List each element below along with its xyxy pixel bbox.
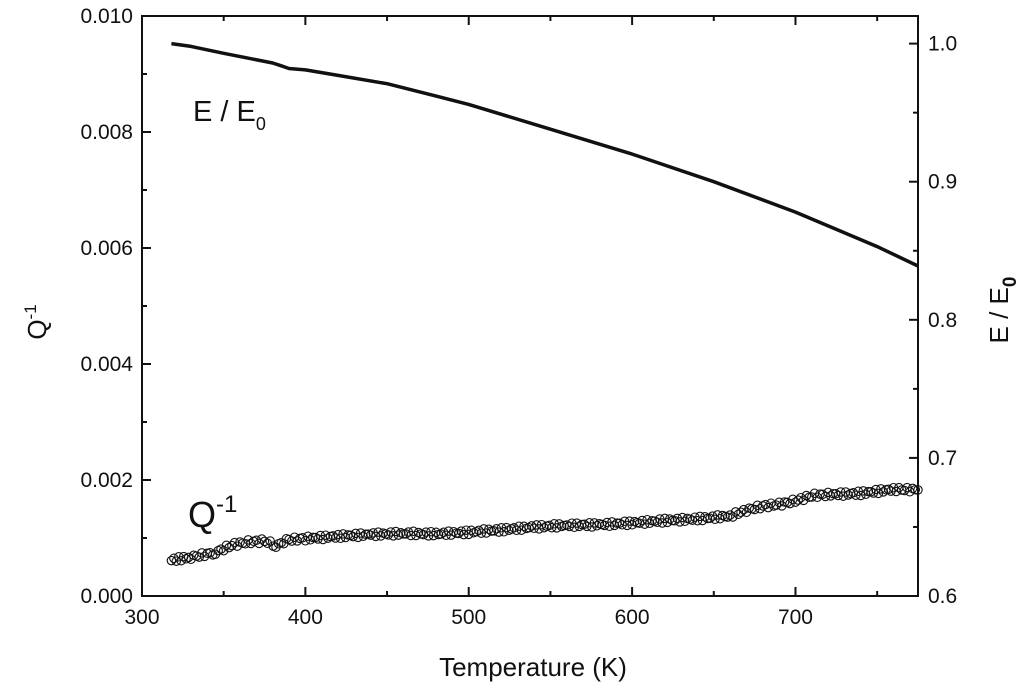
- damping-data-point: [539, 522, 549, 533]
- damping-data-point: [323, 533, 333, 543]
- x-tick-label: 600: [615, 606, 650, 629]
- y-left-tick-label: 0.006: [80, 237, 133, 260]
- damping-data-point: [448, 526, 459, 537]
- damping-data-point: [265, 536, 275, 546]
- damping-data-point: [393, 530, 404, 540]
- damping-data-point: [262, 538, 273, 549]
- y-left-tick-label: 0.000: [80, 585, 133, 608]
- damping-data-point: [413, 527, 424, 538]
- damping-data-point: [592, 521, 602, 531]
- damping-data-point: [259, 536, 270, 547]
- damping-data-point: [657, 518, 668, 528]
- damping-data-point: [840, 487, 851, 497]
- damping-data-point: [861, 489, 871, 500]
- y-left-axis-label: Q-1: [21, 304, 52, 339]
- damping-data-point: [828, 488, 838, 499]
- y-right-tick-label: 0.7: [928, 447, 957, 470]
- x-tick-label: 700: [778, 606, 813, 629]
- damping-data-point: [340, 532, 351, 543]
- damping-data-point: [218, 545, 229, 556]
- damping-data-point: [536, 519, 547, 530]
- damping-data-point: [227, 540, 237, 551]
- damping-data-point: [221, 540, 232, 551]
- x-tick-label: 400: [288, 606, 323, 629]
- damping-data-point: [665, 514, 675, 524]
- damping-data-point: [843, 490, 854, 500]
- damping-data-point: [652, 517, 662, 528]
- y-right-tick-label: 0.8: [928, 309, 957, 332]
- damping-data-point: [572, 518, 582, 528]
- damping-data-point: [428, 530, 439, 541]
- damping-data-point: [722, 512, 733, 522]
- modulus-series-line: [171, 41, 919, 268]
- damping-data-point: [504, 525, 514, 536]
- damping-data-point: [501, 522, 512, 533]
- damping-data-point: [358, 531, 368, 542]
- damping-data-point: [183, 552, 194, 563]
- damping-data-point: [599, 520, 610, 531]
- y-left-tick-label: 0.002: [80, 469, 133, 492]
- damping-annotation: Q-1: [188, 491, 237, 535]
- damping-data-point: [609, 520, 620, 531]
- y-left-tick-label: 0.008: [80, 121, 133, 144]
- damping-data-point: [320, 530, 331, 540]
- damping-data-point: [687, 515, 698, 525]
- damping-data-point: [348, 531, 358, 542]
- damping-data-point: [856, 490, 866, 501]
- damping-data-point: [166, 555, 177, 566]
- y-right-axis-label: E / E0: [984, 277, 1021, 344]
- damping-data-point: [825, 491, 836, 501]
- damping-data-point: [484, 524, 494, 535]
- damping-data-point: [680, 516, 690, 527]
- damping-data-point: [736, 507, 746, 518]
- damping-data-point: [627, 520, 637, 530]
- tick-labels: 300 400 500 600 700 0.000 0.002 0.004 0.006 0.008…: [80, 5, 957, 629]
- damping-data-point: [798, 495, 809, 506]
- damping-data-point: [431, 527, 441, 538]
- damping-data-point: [705, 513, 715, 524]
- damping-data-point: [644, 518, 655, 529]
- damping-data-point: [878, 487, 889, 497]
- damping-data-point: [376, 531, 386, 541]
- damping-data-point: [466, 525, 477, 536]
- y-right-tick-label: 1.0: [928, 33, 957, 56]
- damping-data-point: [519, 521, 529, 532]
- damping-data-point: [411, 530, 421, 541]
- y-right-tick-label: 0.6: [928, 585, 957, 608]
- damping-data-point: [910, 484, 921, 495]
- damping-data-point: [913, 485, 923, 495]
- damping-data-point: [181, 554, 191, 564]
- damping-data-point: [589, 518, 600, 528]
- damping-data-point: [308, 532, 318, 543]
- damping-data-point: [793, 495, 803, 505]
- y-right-tick-label: 0.9: [928, 171, 957, 194]
- damping-data-point: [876, 484, 886, 494]
- x-axis-label: Temperature (K): [439, 652, 627, 682]
- x-tick-label: 500: [451, 606, 486, 629]
- plot-frame: [141, 15, 919, 597]
- series-layer: [166, 41, 923, 566]
- y-left-tick-label: 0.004: [80, 353, 133, 376]
- damping-data-point: [639, 519, 650, 529]
- damping-data-point: [771, 500, 782, 510]
- damping-data-point: [305, 535, 316, 545]
- y-left-tick-label: 0.010: [80, 5, 133, 28]
- damping-data-point: [398, 529, 409, 539]
- damping-data-point: [873, 488, 884, 499]
- damping-data-point: [728, 512, 738, 522]
- damping-data-point: [700, 512, 710, 522]
- damping-data-point: [355, 528, 366, 538]
- damping-data-point: [634, 518, 645, 528]
- modulus-annotation: E / E0: [193, 96, 266, 134]
- x-tick-label: 300: [124, 606, 159, 629]
- tick-marks: [141, 15, 918, 597]
- damping-data-point: [715, 513, 725, 524]
- damping-data-point: [554, 519, 564, 529]
- damping-data-point: [574, 521, 585, 532]
